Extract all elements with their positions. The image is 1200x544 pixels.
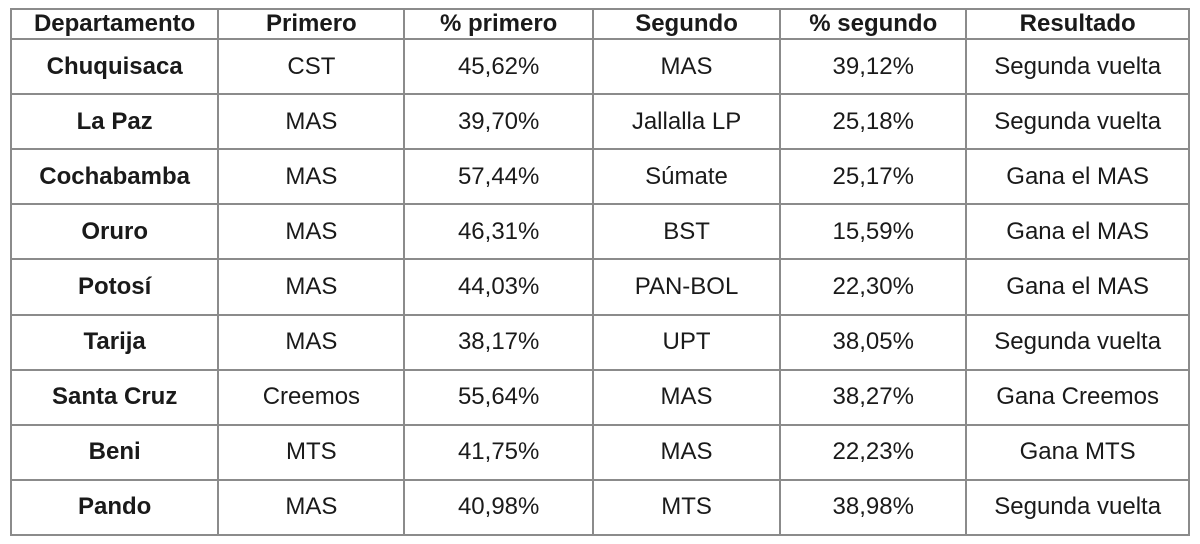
table-cell: Creemos xyxy=(217,368,406,426)
table-cell: 22,30% xyxy=(779,258,968,316)
table-cell: Jallalla LP xyxy=(591,93,782,151)
department-cell: Chuquisaca xyxy=(9,37,220,96)
column-header: % primero xyxy=(403,8,594,40)
table-cell: Segunda vuelta xyxy=(965,93,1190,151)
table-cell: MAS xyxy=(591,368,782,426)
table-cell: Gana Creemos xyxy=(965,368,1190,426)
table-cell: Gana el MAS xyxy=(965,148,1190,206)
table-cell: 25,17% xyxy=(779,148,968,206)
table-cell: MAS xyxy=(217,478,406,537)
table-cell: Segunda vuelta xyxy=(965,313,1190,371)
table-cell: UPT xyxy=(591,313,782,371)
table-row: Santa Cruz Creemos 55,64% MAS 38,27% Gana Cre… xyxy=(9,368,1190,426)
department-cell: Pando xyxy=(9,478,220,537)
table-cell: MAS xyxy=(217,93,406,151)
department-cell: La Paz xyxy=(9,93,220,151)
department-cell: Potosí xyxy=(9,258,220,316)
table-cell: Gana el MAS xyxy=(965,258,1190,316)
table-cell: Segunda vuelta xyxy=(965,478,1190,537)
table-cell: 39,70% xyxy=(403,93,594,151)
table-row: Pando MAS 40,98% MTS 38,98% Segunda vuelta xyxy=(9,478,1190,537)
table-cell: 55,64% xyxy=(403,368,594,426)
table-cell: MAS xyxy=(217,203,406,261)
table-cell: 15,59% xyxy=(779,203,968,261)
table-cell: 38,98% xyxy=(779,478,968,537)
table-row: Cochabamba MAS 57,44% Súmate 25,17% Gana el M… xyxy=(9,148,1190,206)
table-cell: PAN-BOL xyxy=(591,258,782,316)
table-cell: 39,12% xyxy=(779,37,968,96)
table-row: Beni MTS 41,75% MAS 22,23% Gana MTS xyxy=(9,423,1190,481)
table-cell: 22,23% xyxy=(779,423,968,481)
table-cell: 57,44% xyxy=(403,148,594,206)
department-cell: Beni xyxy=(9,423,220,481)
table-cell: MAS xyxy=(217,258,406,316)
table-header-row: Departamento Primero% primero Segundo% seg… xyxy=(9,8,1190,40)
table-cell: Gana MTS xyxy=(965,423,1190,481)
table-cell: MAS xyxy=(591,423,782,481)
department-cell: Cochabamba xyxy=(9,148,220,206)
table-cell: MAS xyxy=(591,37,782,96)
column-header: % segundo xyxy=(779,8,968,40)
table-cell: 38,17% xyxy=(403,313,594,371)
table-cell: 45,62% xyxy=(403,37,594,96)
table-cell: 40,98% xyxy=(403,478,594,537)
table-cell: MTS xyxy=(591,478,782,537)
table-cell: BST xyxy=(591,203,782,261)
table-cell: MAS xyxy=(217,148,406,206)
column-header: Primero xyxy=(217,8,406,40)
table-cell: 41,75% xyxy=(403,423,594,481)
table-cell: Segunda vuelta xyxy=(965,37,1190,96)
table-cell: MAS xyxy=(217,313,406,371)
department-cell: Santa Cruz xyxy=(9,368,220,426)
department-cell: Oruro xyxy=(9,203,220,261)
table-row: Oruro MAS 46,31% BST 15,59% Gana el MAS xyxy=(9,203,1190,261)
table-cell: Gana el MAS xyxy=(965,203,1190,261)
table-cell: 46,31% xyxy=(403,203,594,261)
department-cell: Tarija xyxy=(9,313,220,371)
table-row: Potosí MAS 44,03% PAN-BOL 22,30% Gana el MAS xyxy=(9,258,1190,316)
table-cell: 25,18% xyxy=(779,93,968,151)
column-header: Resultado xyxy=(965,8,1190,40)
table-cell: MTS xyxy=(217,423,406,481)
table-cell: CST xyxy=(217,37,406,96)
table-row: Chuquisaca CST 45,62% MAS 39,12% Segunda vuel… xyxy=(9,37,1190,96)
column-header: Segundo xyxy=(591,8,782,40)
table-row: Tarija MAS 38,17% UPT 38,05% Segunda vuelta xyxy=(9,313,1190,371)
table-row: La Paz MAS 39,70% Jallalla LP 25,18% Segunda … xyxy=(9,93,1190,151)
table-cell: Súmate xyxy=(591,148,782,206)
election-results-table: Departamento Primero% primero Segundo% seg… xyxy=(9,8,1190,537)
table-cell: 38,05% xyxy=(779,313,968,371)
table-cell: 38,27% xyxy=(779,368,968,426)
column-header: Departamento xyxy=(9,8,220,40)
table-cell: 44,03% xyxy=(403,258,594,316)
